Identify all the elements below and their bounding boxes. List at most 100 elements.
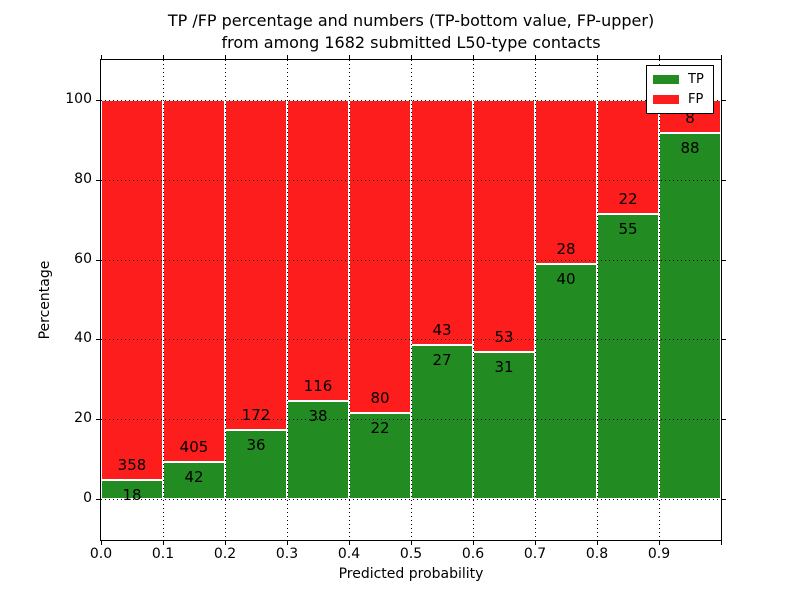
- v-gridline: [597, 60, 598, 540]
- y-axis-label: Percentage: [37, 260, 53, 340]
- bar-segment-fp: [597, 100, 659, 214]
- x-tick-label: 0.9: [647, 546, 671, 562]
- x-tick-label: 0.1: [151, 546, 175, 562]
- bar-segment-tp: [597, 214, 659, 499]
- fp-count-label: 116: [303, 376, 333, 395]
- bar-segment-fp: [473, 100, 535, 352]
- y-tick-mark-right: [721, 339, 726, 341]
- tp-count-label: 42: [184, 467, 204, 486]
- tp-count-label: 31: [494, 357, 514, 376]
- chart-title-line2: from among 1682 submitted L50-type conta…: [221, 33, 601, 52]
- y-tick-mark: [96, 179, 101, 181]
- x-tick-mark: [163, 540, 164, 545]
- y-tick-mark: [96, 419, 101, 421]
- bar-segment-tp: [349, 412, 411, 499]
- fp-count-label: 358: [117, 455, 147, 474]
- x-tick-mark: [597, 540, 598, 545]
- x-tick-mark-top: [225, 55, 226, 60]
- x-tick-mark: [101, 540, 102, 545]
- x-tick-mark: [349, 540, 350, 545]
- v-gridline: [535, 60, 536, 540]
- legend-entry: TP: [653, 73, 707, 86]
- y-tick-label: 60: [74, 250, 92, 267]
- legend-entry: FP: [653, 93, 707, 106]
- tp-count-label: 38: [308, 406, 328, 425]
- y-tick-mark-right: [721, 419, 726, 421]
- fp-count-label: 22: [618, 190, 638, 208]
- y-tick-label: 0: [83, 490, 92, 506]
- x-tick-label: 0.3: [275, 546, 299, 562]
- fp-count-label: 53: [494, 327, 514, 346]
- v-gridline: [349, 60, 350, 540]
- bar-segment-tp: [535, 264, 597, 499]
- x-tick-mark-top: [535, 55, 536, 60]
- bar-segment-fp: [101, 100, 163, 480]
- tp-count-label: 22: [370, 418, 390, 437]
- legend-swatch-tp: [653, 74, 679, 84]
- v-gridline: [473, 60, 474, 540]
- y-tick-mark-right: [721, 100, 726, 101]
- y-tick-mark: [96, 499, 101, 500]
- y-tick-label: 80: [74, 170, 92, 187]
- bar-segment-tp: [473, 351, 535, 499]
- tp-count-label: 18: [122, 485, 142, 504]
- legend-label: TP: [688, 71, 704, 87]
- x-tick-mark-top: [163, 55, 164, 60]
- y-tick-mark-right: [721, 499, 726, 500]
- tp-count-label: 88: [680, 139, 700, 158]
- chart-title-line1: TP /FP percentage and numbers (TP-bottom…: [167, 11, 655, 30]
- x-tick-mark: [721, 540, 722, 545]
- tp-count-label: 55: [618, 220, 638, 238]
- fp-count-label: 405: [179, 437, 209, 456]
- legend-label: FP: [688, 92, 704, 108]
- x-tick-label: 0.4: [337, 546, 361, 562]
- chart-title: TP /FP percentage and numbers (TP-bottom…: [101, 10, 721, 54]
- x-tick-mark-top: [473, 55, 474, 60]
- x-tick-label: 0.5: [399, 546, 423, 562]
- x-tick-label: 0.6: [461, 546, 485, 562]
- y-tick-label: 100: [65, 91, 92, 107]
- legend: TP FP: [646, 65, 714, 114]
- x-tick-label: 0.0: [89, 546, 113, 562]
- x-tick-mark-top: [597, 55, 598, 60]
- x-tick-mark: [411, 540, 412, 545]
- bar-segment-fp: [349, 100, 411, 413]
- tp-count-label: 36: [246, 435, 266, 454]
- x-tick-label: 0.2: [213, 546, 237, 562]
- bar-segment-fp: [411, 100, 473, 346]
- x-tick-mark: [225, 540, 226, 545]
- plot-area: 358 18 405 42 172 36 116 38 80 22 43 27 53 31 28 40 22 55…: [100, 59, 722, 541]
- x-tick-mark-top: [349, 55, 350, 60]
- y-tick-label: 20: [74, 410, 92, 427]
- tp-count-label: 27: [432, 351, 452, 370]
- bar-segment-fp: [163, 100, 225, 462]
- y-tick-mark: [96, 100, 101, 101]
- x-tick-mark: [287, 540, 288, 545]
- y-tick-mark: [96, 339, 101, 341]
- bar-segment-fp: [535, 100, 597, 265]
- x-tick-mark: [535, 540, 536, 545]
- x-tick-mark-top: [411, 55, 412, 60]
- fp-count-label: 43: [432, 321, 452, 340]
- x-axis-label: Predicted probability: [338, 566, 484, 582]
- x-tick-mark-top: [101, 55, 102, 60]
- bar-segment-tp: [163, 461, 225, 499]
- x-tick-mark-top: [721, 55, 722, 60]
- bar-segment-fp: [287, 100, 349, 401]
- x-tick-mark: [473, 540, 474, 545]
- bar-segment-tp: [659, 133, 721, 499]
- bar-segment-tp: [101, 479, 163, 499]
- x-tick-mark: [659, 540, 660, 545]
- x-tick-label: 0.7: [523, 546, 547, 562]
- legend-swatch-fp: [653, 95, 679, 105]
- fp-count-label: 172: [241, 405, 271, 424]
- bar-segment-tp: [411, 345, 473, 499]
- v-gridline: [287, 60, 288, 540]
- y-tick-mark-right: [721, 259, 726, 261]
- fp-count-label: 28: [556, 240, 576, 259]
- v-gridline: [163, 60, 164, 540]
- tp-count-label: 40: [556, 270, 576, 289]
- bar-segment-fp: [225, 100, 287, 430]
- x-tick-mark-top: [287, 55, 288, 60]
